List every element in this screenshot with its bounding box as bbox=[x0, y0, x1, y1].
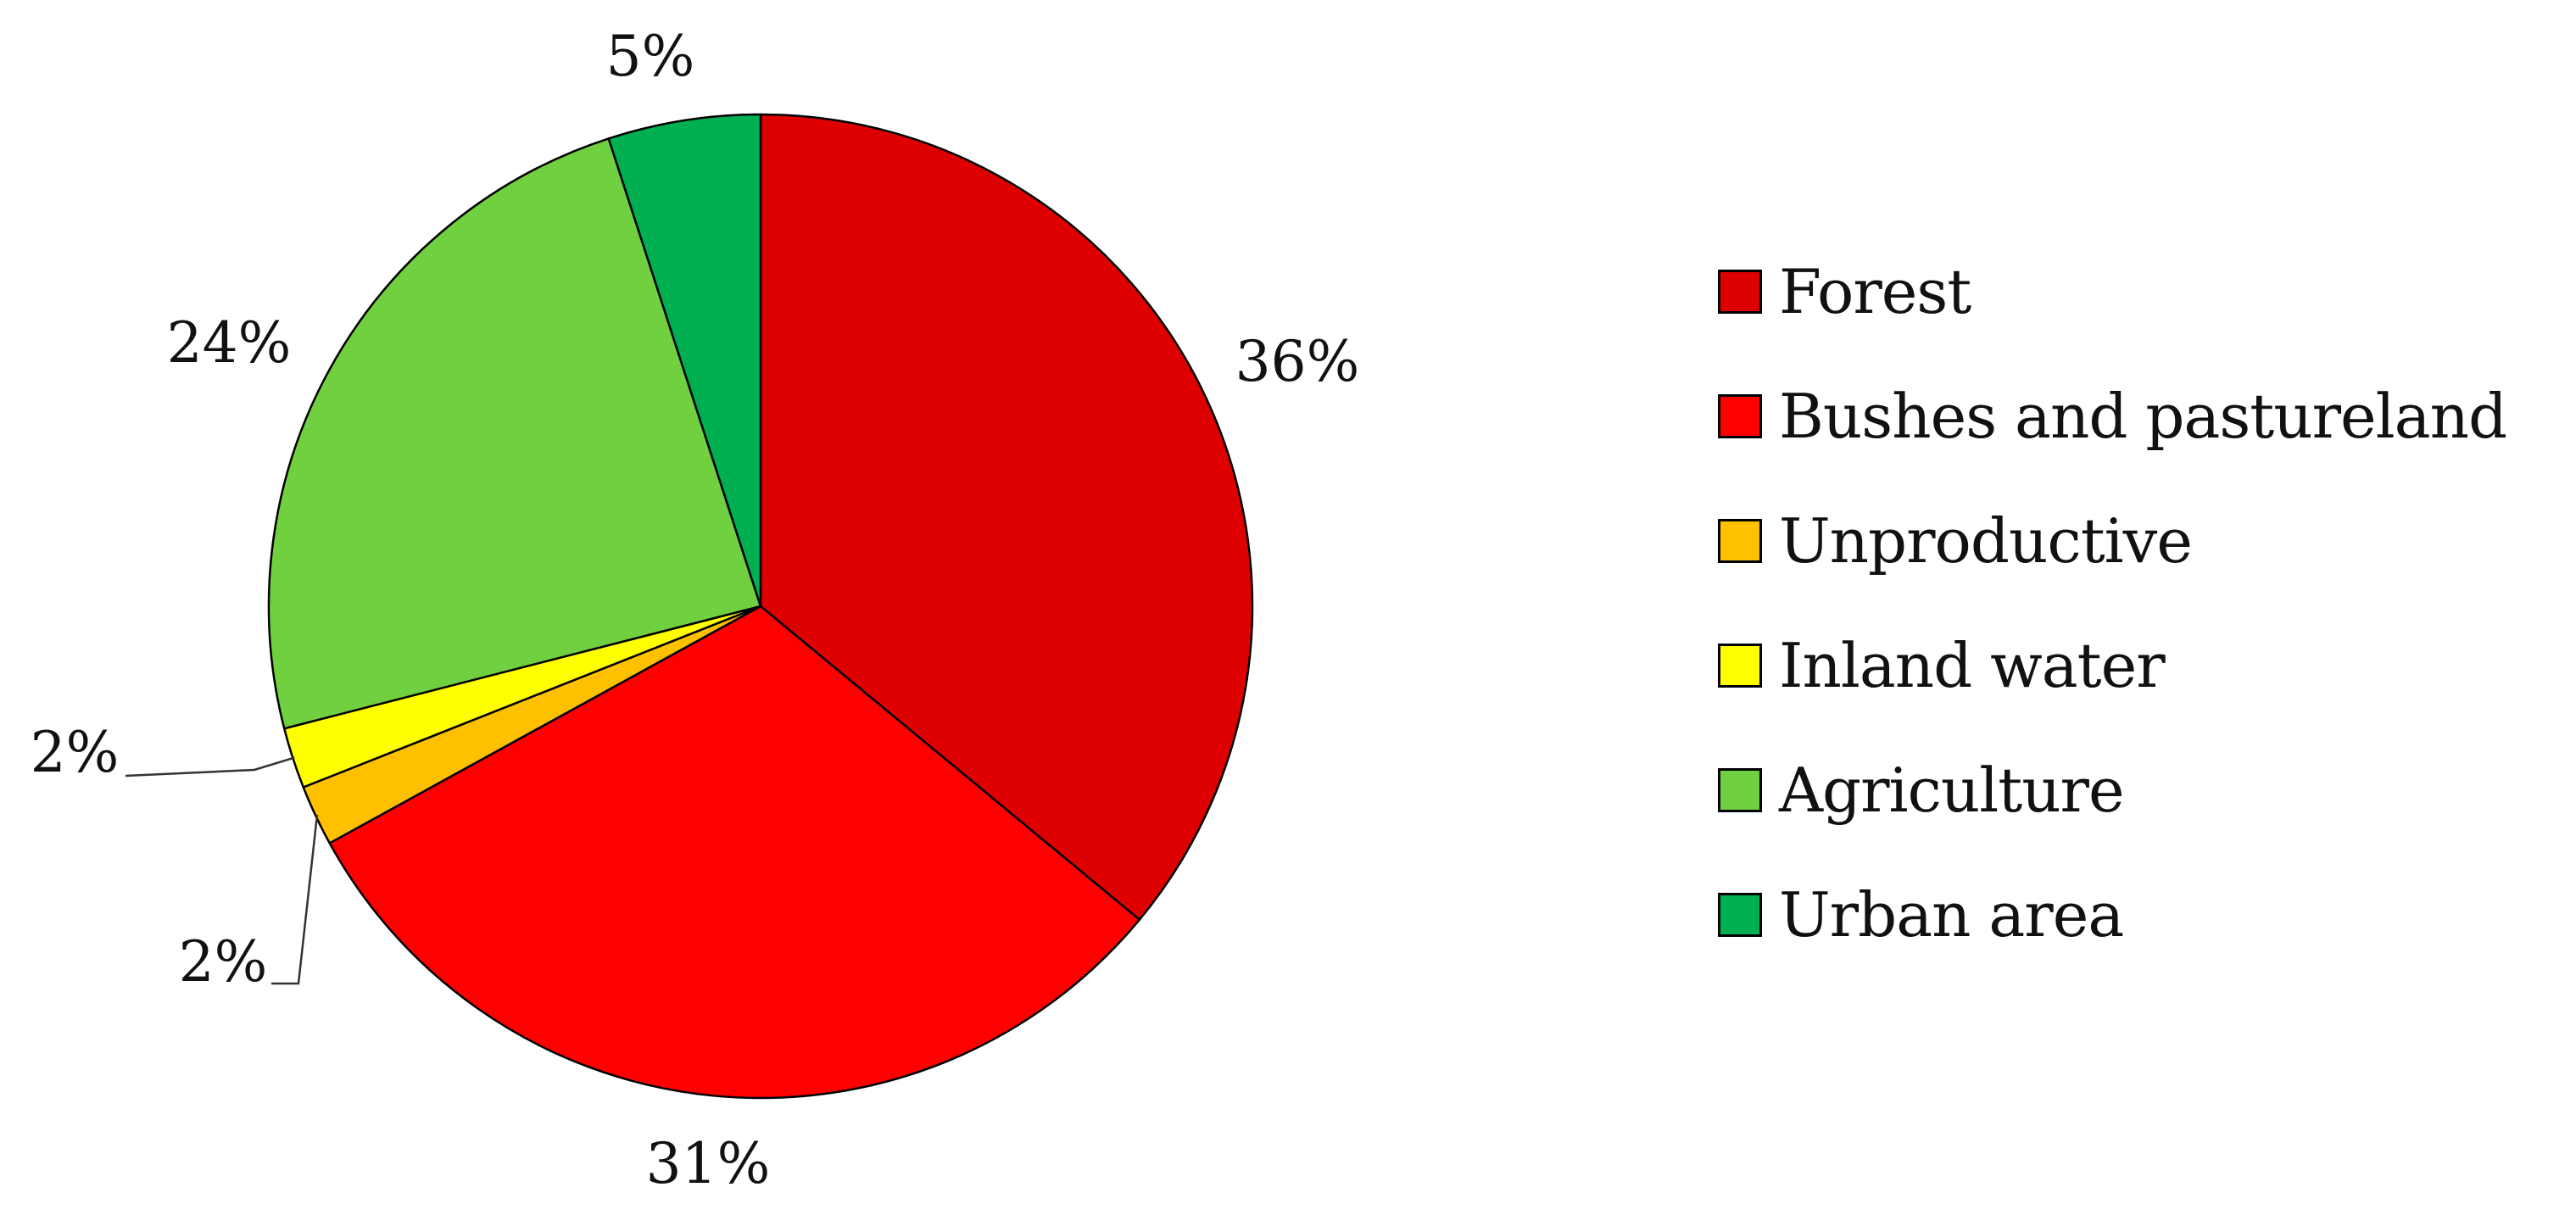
legend-swatch bbox=[1718, 644, 1762, 688]
pie-slice-agriculture bbox=[267, 137, 762, 730]
data-labels: 36% 31% 2% 2% 24% 5% bbox=[31, 24, 1360, 1196]
data-label-unproductive: 2% bbox=[179, 929, 268, 995]
data-label-agriculture: 24% bbox=[167, 310, 292, 376]
legend-label: Forest bbox=[1779, 256, 1971, 327]
leader-line-inland-water bbox=[125, 756, 295, 777]
leader-lines bbox=[125, 756, 319, 985]
legend-item-inland-water: Inland water bbox=[1718, 625, 2566, 706]
legend: Forest Bushes and pastureland Unproductive… bbox=[1718, 251, 2566, 999]
legend-swatch bbox=[1718, 519, 1762, 563]
legend-item-urban-area: Urban area bbox=[1718, 874, 2566, 956]
data-label-urban-area: 5% bbox=[606, 24, 695, 89]
data-label-forest: 36% bbox=[1235, 329, 1360, 394]
legend-swatch bbox=[1718, 893, 1762, 937]
legend-item-forest: Forest bbox=[1718, 251, 2566, 332]
legend-swatch bbox=[1718, 768, 1762, 812]
pie-slice-urban-area bbox=[607, 113, 762, 608]
legend-item-unproductive: Unproductive bbox=[1718, 500, 2566, 582]
legend-item-agriculture: Agriculture bbox=[1718, 750, 2566, 831]
legend-item-bushes-and-pastureland: Bushes and pastureland bbox=[1718, 376, 2566, 457]
legend-swatch bbox=[1718, 270, 1762, 314]
data-label-inland-water: 2% bbox=[31, 720, 120, 785]
legend-label: Agriculture bbox=[1779, 755, 2125, 826]
pie-slices bbox=[267, 113, 1254, 1100]
legend-label: Inland water bbox=[1779, 630, 2166, 701]
legend-label: Unproductive bbox=[1779, 505, 2193, 577]
pie-slice-forest bbox=[759, 113, 1254, 921]
data-label-bushes-and-pastureland: 31% bbox=[646, 1131, 771, 1196]
pie-slice-bushes-and-pastureland bbox=[328, 605, 1141, 1100]
legend-swatch bbox=[1718, 394, 1762, 438]
leader-line-unproductive bbox=[271, 814, 319, 985]
legend-label: Bushes and pastureland bbox=[1779, 381, 2507, 452]
legend-label: Urban area bbox=[1779, 879, 2124, 950]
